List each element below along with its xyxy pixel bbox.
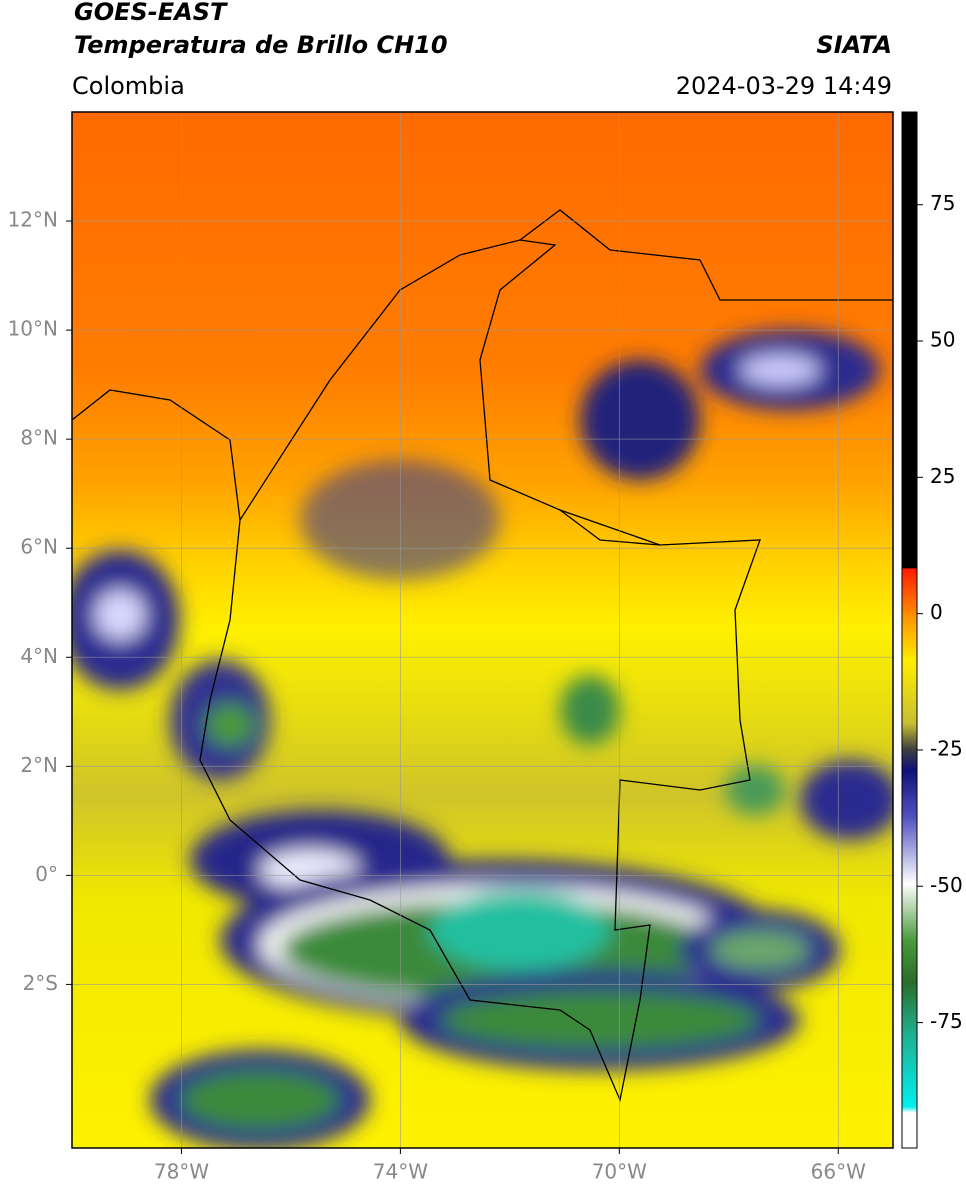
y-tick-label: 2°S: [23, 971, 58, 995]
source: SIATA: [816, 31, 892, 59]
colorbar-label: 75: [930, 191, 955, 215]
y-tick-label: 0°: [35, 862, 58, 886]
satellite-image: [72, 112, 893, 1148]
x-tick-label: 74°W: [373, 1160, 428, 1184]
y-tick-label: 12°N: [8, 208, 58, 232]
datetime: 2024-03-29 14:49: [676, 72, 892, 100]
y-tick-label: 8°N: [20, 426, 58, 450]
x-tick-label: 66°W: [811, 1160, 866, 1184]
grid: [72, 112, 893, 1148]
colorbar-label: -50: [930, 873, 963, 897]
product: Temperatura de Brillo CH10: [74, 31, 448, 59]
region: Colombia: [72, 72, 185, 100]
colorbar-label: 0: [930, 600, 943, 624]
y-tick-label: 4°N: [20, 644, 58, 668]
y-tick-label: 6°N: [20, 535, 58, 559]
colorbar-label: -75: [930, 1009, 963, 1033]
colorbar-label: -25: [930, 736, 963, 760]
x-tick-label: 70°W: [592, 1160, 647, 1184]
colorbar-label: 25: [930, 464, 955, 488]
colorbar-label: 50: [930, 328, 955, 352]
satellite: GOES-EAST: [74, 0, 228, 26]
y-tick-label: 2°N: [20, 753, 58, 777]
colorbar: [901, 111, 918, 1149]
x-tick-label: 78°W: [154, 1160, 209, 1184]
y-tick-label: 10°N: [8, 317, 58, 341]
map-frame: [71, 111, 894, 1149]
